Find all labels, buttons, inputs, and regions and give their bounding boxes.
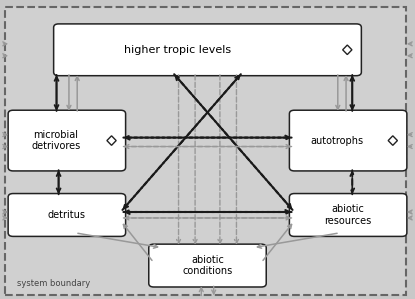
Polygon shape — [343, 45, 352, 54]
FancyBboxPatch shape — [289, 193, 407, 237]
Text: microbial
detrivores: microbial detrivores — [32, 130, 81, 151]
FancyBboxPatch shape — [289, 110, 407, 171]
FancyBboxPatch shape — [54, 24, 361, 76]
Text: abiotic
conditions: abiotic conditions — [182, 255, 233, 276]
FancyBboxPatch shape — [8, 110, 126, 171]
Text: abiotic
resources: abiotic resources — [325, 204, 372, 226]
Text: detritus: detritus — [48, 210, 86, 220]
Text: system boundary: system boundary — [17, 279, 90, 288]
FancyBboxPatch shape — [5, 7, 406, 295]
Polygon shape — [107, 136, 116, 145]
Text: autotrophs: autotrophs — [311, 135, 364, 146]
Text: higher tropic levels: higher tropic levels — [124, 45, 231, 55]
FancyBboxPatch shape — [149, 244, 266, 287]
FancyBboxPatch shape — [8, 193, 126, 237]
Polygon shape — [388, 136, 398, 145]
